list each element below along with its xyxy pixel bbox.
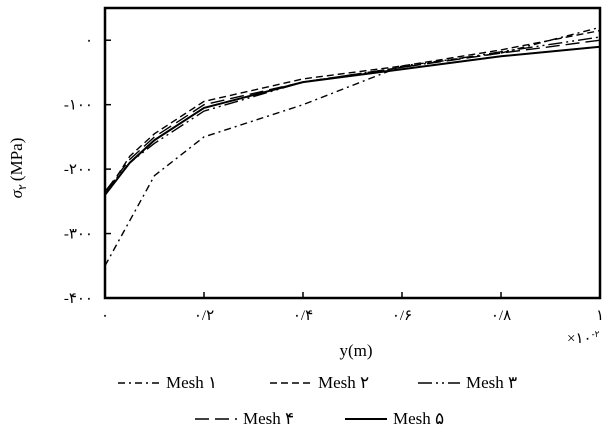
- series-line-mesh-1: [104, 26, 601, 267]
- series-line-mesh-3: [104, 36, 601, 193]
- y-tick-label: ۰: [85, 33, 93, 49]
- legend-label-mesh-3: Mesh ۳: [466, 373, 517, 392]
- x-multiplier-base: ×۱۰: [567, 331, 592, 347]
- x-tick-label: ۰/۶: [392, 308, 412, 324]
- x-axis-multiplier: ×۱۰-۲: [567, 329, 600, 347]
- y-tick-label: -۴۰۰: [64, 291, 93, 307]
- series-line-mesh-5: [104, 45, 601, 196]
- legend-label-mesh-4: Mesh ۴: [243, 409, 294, 428]
- legend-label-mesh-1: Mesh ۱: [166, 373, 217, 392]
- x-multiplier-exponent: -۲: [592, 329, 600, 339]
- y-axis-symbol: σ: [7, 189, 26, 198]
- y-tick-label: -۱۰۰: [64, 98, 93, 114]
- y-axis-unit: (MPa): [7, 138, 26, 181]
- y-axis-label: σ۲ (MPa): [7, 138, 29, 199]
- x-tick-label: ۰/۲: [194, 308, 214, 324]
- legend-label-mesh-5: Mesh ۵: [393, 409, 444, 428]
- legend: Mesh ۱ Mesh ۲ Mesh ۳ Mesh ۴ Mesh ۵: [118, 373, 517, 428]
- x-tick-label: ۱: [596, 308, 602, 324]
- y-axis-subscript: ۲: [17, 184, 29, 190]
- plot-area: [103, 6, 602, 300]
- series-line-mesh-4: [104, 39, 601, 193]
- y-tick-label: -۳۰۰: [64, 227, 93, 243]
- axis-ticks: ۰ ۰/۲ ۰/۴ ۰/۶ ۰/۸ ۱ ۰ -۱۰۰ -۲۰۰ -۳۰۰ -۴۰۰: [64, 33, 602, 324]
- y-tick-label: -۲۰۰: [64, 162, 93, 178]
- x-tick-label: ۰: [101, 308, 109, 324]
- series-line-mesh-2: [104, 29, 601, 196]
- x-axis-label: y(m): [339, 341, 372, 360]
- x-tick-label: ۰/۴: [293, 308, 313, 324]
- legend-label-mesh-2: Mesh ۲: [318, 373, 369, 392]
- plot-frame: [103, 6, 602, 300]
- x-tick-label: ۰/۸: [491, 308, 511, 324]
